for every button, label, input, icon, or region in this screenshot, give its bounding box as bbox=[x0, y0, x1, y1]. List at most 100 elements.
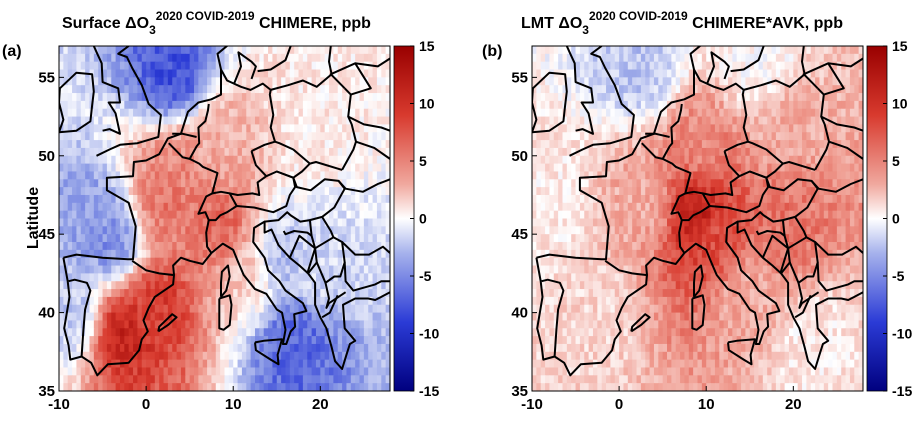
heatmap-cell bbox=[63, 187, 69, 196]
heatmap-cell bbox=[133, 296, 138, 306]
heatmap-cell bbox=[815, 53, 821, 63]
heatmap-cell bbox=[228, 249, 234, 259]
heatmap-cell bbox=[355, 383, 361, 391]
y-tick-label: 35 bbox=[38, 383, 55, 400]
heatmap-cell bbox=[346, 304, 352, 314]
heatmap-cell bbox=[710, 179, 716, 188]
heatmap-cell bbox=[289, 273, 295, 282]
heatmap-cell bbox=[619, 69, 625, 78]
heatmap-cell bbox=[307, 367, 313, 376]
x-tick-label: -10 bbox=[48, 396, 70, 413]
heatmap-cell bbox=[63, 375, 69, 384]
heatmap-cell bbox=[59, 296, 64, 306]
heatmap-cell bbox=[154, 85, 160, 94]
heatmap-cell bbox=[180, 296, 186, 306]
heatmap-cell bbox=[636, 124, 642, 133]
heatmap-cell bbox=[176, 69, 182, 78]
heatmap-cell bbox=[727, 53, 733, 63]
heatmap-cell bbox=[714, 179, 720, 188]
heatmap-cell bbox=[215, 304, 221, 314]
heatmap-cell bbox=[72, 155, 78, 165]
heatmap-cell bbox=[80, 53, 86, 63]
heatmap-cell bbox=[211, 77, 217, 86]
heatmap-cell bbox=[767, 155, 773, 165]
heatmap-cell bbox=[259, 116, 265, 126]
heatmap-cell bbox=[246, 351, 252, 361]
heatmap-cell bbox=[128, 289, 134, 298]
heatmap-cell bbox=[93, 296, 99, 306]
heatmap-cell bbox=[207, 336, 213, 345]
heatmap-cell bbox=[298, 171, 304, 180]
heatmap-cell bbox=[93, 351, 99, 361]
heatmap-cell bbox=[220, 367, 226, 376]
heatmap-cell bbox=[159, 328, 165, 337]
heatmap-cell bbox=[294, 296, 300, 306]
heatmap-cell bbox=[355, 85, 361, 94]
heatmap-cell bbox=[606, 202, 611, 212]
heatmap-cell bbox=[141, 218, 147, 227]
heatmap-cell bbox=[849, 93, 855, 102]
heatmap-cell bbox=[815, 69, 821, 78]
heatmap-cell bbox=[180, 312, 186, 322]
heatmap-cell bbox=[762, 171, 768, 180]
heatmap-cell bbox=[315, 304, 321, 314]
heatmap-cell bbox=[329, 77, 334, 86]
heatmap-cell bbox=[749, 116, 755, 126]
heatmap-cell bbox=[106, 226, 112, 235]
heatmap-cell bbox=[254, 202, 260, 212]
heatmap-cell bbox=[385, 124, 390, 133]
heatmap-cell bbox=[224, 249, 230, 259]
heatmap-cell bbox=[302, 312, 308, 322]
heatmap-cell bbox=[72, 93, 78, 102]
heatmap-cell bbox=[146, 132, 152, 141]
heatmap-cell bbox=[215, 383, 221, 391]
heatmap-cell bbox=[111, 93, 117, 102]
heatmap-cell bbox=[562, 132, 568, 141]
heatmap-cell bbox=[237, 320, 243, 329]
heatmap-cell bbox=[828, 93, 834, 102]
heatmap-cell bbox=[758, 179, 764, 188]
heatmap-cell bbox=[355, 202, 361, 212]
heatmap-cell bbox=[623, 140, 629, 149]
heatmap-cell bbox=[311, 289, 317, 298]
heatmap-cell bbox=[307, 281, 313, 290]
heatmap-cell bbox=[714, 77, 720, 86]
heatmap-cell bbox=[189, 304, 195, 314]
heatmap-cell bbox=[359, 218, 365, 227]
heatmap-cell bbox=[72, 289, 78, 298]
heatmap-cell bbox=[198, 304, 204, 314]
heatmap-cell bbox=[381, 304, 387, 314]
heatmap-cell bbox=[385, 132, 390, 141]
heatmap-cell bbox=[845, 179, 851, 188]
heatmap-cell bbox=[333, 108, 339, 118]
heatmap-cell bbox=[346, 93, 352, 102]
heatmap-cell bbox=[640, 100, 646, 110]
heatmap-cell bbox=[653, 140, 659, 149]
heatmap-cell bbox=[259, 194, 265, 204]
heatmap-cell bbox=[202, 281, 208, 290]
heatmap-cell bbox=[102, 218, 108, 227]
heatmap-cell bbox=[329, 218, 334, 227]
heatmap-cell bbox=[272, 257, 278, 267]
heatmap-cell bbox=[775, 140, 781, 149]
panel-b: LMT ΔO32020 COVID-2019 CHIMERE*AVK, ppb … bbox=[482, 9, 912, 413]
heatmap-cell bbox=[606, 116, 611, 126]
heatmap-cell bbox=[98, 289, 104, 298]
heatmap-cell bbox=[640, 61, 646, 71]
heatmap-cell bbox=[93, 218, 99, 227]
heatmap-cell bbox=[207, 116, 213, 126]
heatmap-cell bbox=[233, 289, 239, 298]
heatmap-cell bbox=[202, 328, 208, 337]
heatmap-cell bbox=[762, 61, 768, 71]
heatmap-cell bbox=[185, 375, 191, 384]
heatmap-cell bbox=[185, 69, 191, 78]
heatmap-cell bbox=[710, 140, 716, 149]
heatmap-cell bbox=[342, 108, 348, 118]
heatmap-cell bbox=[667, 179, 672, 188]
heatmap-cell bbox=[775, 53, 781, 63]
heatmap-cell bbox=[237, 116, 243, 126]
heatmap-cell bbox=[836, 187, 842, 196]
heatmap-cell bbox=[562, 61, 568, 71]
heatmap-cell bbox=[693, 194, 699, 204]
heatmap-cell bbox=[806, 171, 812, 180]
